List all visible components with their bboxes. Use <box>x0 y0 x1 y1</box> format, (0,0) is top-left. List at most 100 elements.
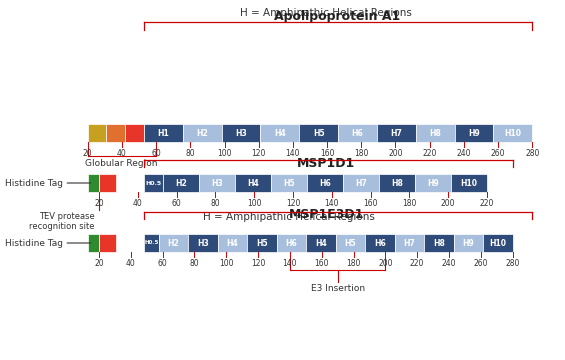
Bar <box>247 234 277 252</box>
Text: H10: H10 <box>489 239 506 248</box>
Text: 160: 160 <box>315 259 329 268</box>
Text: 240: 240 <box>442 259 456 268</box>
Bar <box>182 124 221 142</box>
Text: 80: 80 <box>190 259 199 268</box>
Text: 260: 260 <box>473 259 488 268</box>
Text: 40: 40 <box>117 149 127 158</box>
Text: 120: 120 <box>251 149 266 158</box>
Text: H5: H5 <box>283 179 294 188</box>
Text: H3: H3 <box>235 129 247 138</box>
Text: H9: H9 <box>463 239 474 248</box>
Bar <box>424 234 454 252</box>
Bar <box>336 234 365 252</box>
Bar <box>379 174 415 192</box>
Text: 180: 180 <box>346 259 360 268</box>
Bar <box>454 234 483 252</box>
Text: H4: H4 <box>315 239 327 248</box>
Text: H4: H4 <box>227 239 238 248</box>
Text: E3 Insertion: E3 Insertion <box>311 284 364 293</box>
Text: 100: 100 <box>219 259 233 268</box>
Text: H10: H10 <box>505 129 521 138</box>
Bar <box>455 124 493 142</box>
Text: H7: H7 <box>355 179 367 188</box>
Text: H10: H10 <box>460 179 477 188</box>
Bar <box>221 124 260 142</box>
Text: 260: 260 <box>491 149 505 158</box>
Bar <box>106 124 125 142</box>
Bar <box>377 124 416 142</box>
Text: H0.5: H0.5 <box>145 180 162 185</box>
Text: H4: H4 <box>274 129 286 138</box>
Bar <box>299 124 338 142</box>
Bar <box>483 234 512 252</box>
Text: 180: 180 <box>402 199 416 208</box>
Text: 40: 40 <box>126 259 136 268</box>
Text: 140: 140 <box>282 259 297 268</box>
Bar <box>395 234 424 252</box>
Bar <box>277 234 306 252</box>
Bar <box>416 124 455 142</box>
Text: 200: 200 <box>388 149 403 158</box>
Text: H7: H7 <box>390 129 402 138</box>
Text: H6: H6 <box>319 179 331 188</box>
Text: H6: H6 <box>351 129 363 138</box>
Bar <box>99 174 116 192</box>
Text: TEV protease
recognition site: TEV protease recognition site <box>29 212 94 231</box>
Bar <box>306 234 336 252</box>
Text: H8: H8 <box>433 239 445 248</box>
Text: Histidine Tag: Histidine Tag <box>5 179 63 188</box>
Text: H5: H5 <box>313 129 324 138</box>
Text: 160: 160 <box>320 149 334 158</box>
Text: 40: 40 <box>133 199 142 208</box>
Text: H4: H4 <box>247 179 259 188</box>
Text: 80: 80 <box>211 199 220 208</box>
Bar <box>234 174 271 192</box>
Text: H3: H3 <box>211 179 223 188</box>
Text: 120: 120 <box>286 199 300 208</box>
Text: H2: H2 <box>168 239 180 248</box>
Text: H8: H8 <box>391 179 403 188</box>
Text: Apolipoprotein A1: Apolipoprotein A1 <box>275 9 401 23</box>
Bar <box>88 124 106 142</box>
Text: H0.5: H0.5 <box>144 240 159 246</box>
Bar <box>218 234 247 252</box>
Text: H6: H6 <box>374 239 386 248</box>
Text: 220: 220 <box>410 259 424 268</box>
Text: 60: 60 <box>151 149 161 158</box>
Bar <box>188 234 218 252</box>
Bar <box>99 234 116 252</box>
Text: H6: H6 <box>286 239 297 248</box>
Text: 140: 140 <box>324 199 339 208</box>
Bar <box>163 174 199 192</box>
Text: 280: 280 <box>506 259 520 268</box>
Text: Histidine Tag: Histidine Tag <box>5 239 63 248</box>
Bar <box>343 174 379 192</box>
Text: 20: 20 <box>94 199 104 208</box>
Text: H1: H1 <box>158 129 169 138</box>
Text: 100: 100 <box>218 149 232 158</box>
Text: 200: 200 <box>378 259 393 268</box>
Text: H7: H7 <box>403 239 415 248</box>
Text: Globular Region: Globular Region <box>85 159 158 168</box>
Bar <box>260 124 299 142</box>
Bar <box>88 234 99 252</box>
Text: 60: 60 <box>158 259 167 268</box>
Bar <box>144 174 163 192</box>
Bar <box>365 234 395 252</box>
Text: 80: 80 <box>185 149 195 158</box>
Text: H5: H5 <box>345 239 357 248</box>
Text: 240: 240 <box>457 149 471 158</box>
Text: 20: 20 <box>83 149 93 158</box>
Text: 220: 220 <box>423 149 437 158</box>
Bar <box>159 234 188 252</box>
Text: H = Amphipathic Helical Regions: H = Amphipathic Helical Regions <box>203 212 375 222</box>
Text: H8: H8 <box>429 129 441 138</box>
Bar <box>338 124 377 142</box>
Text: 180: 180 <box>354 149 368 158</box>
Text: 120: 120 <box>251 259 265 268</box>
Bar <box>144 234 159 252</box>
Bar <box>415 174 451 192</box>
Text: 20: 20 <box>94 259 104 268</box>
Text: 100: 100 <box>247 199 262 208</box>
Text: H9: H9 <box>468 129 480 138</box>
